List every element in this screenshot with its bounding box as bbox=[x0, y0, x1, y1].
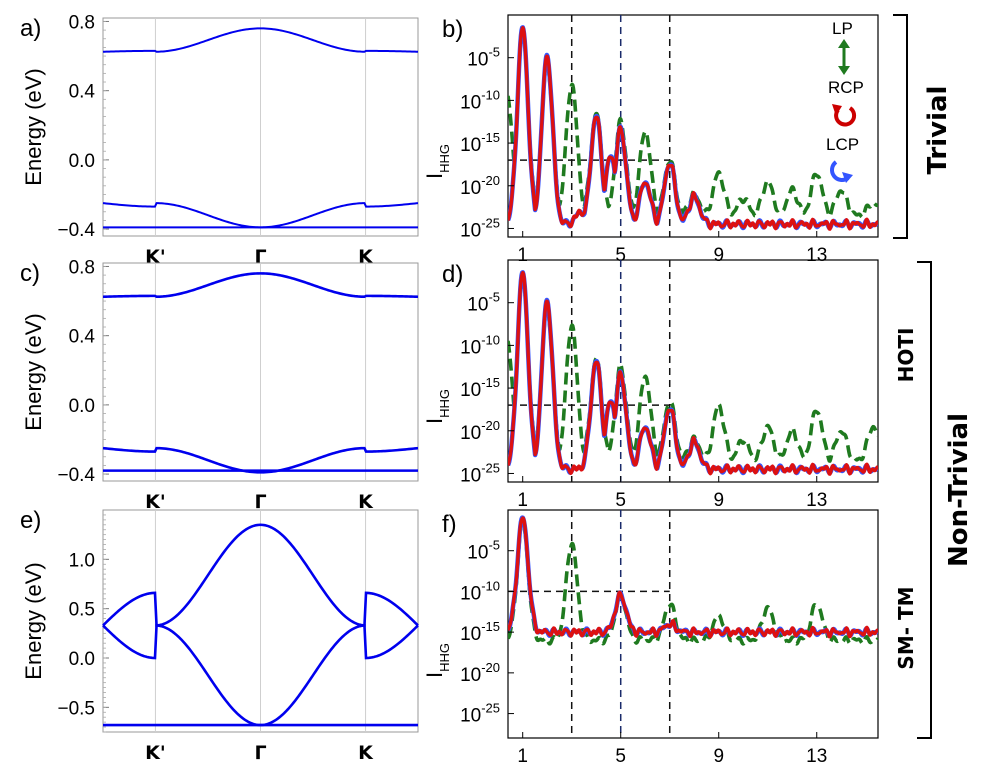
x-tick-label: 5 bbox=[615, 245, 626, 266]
band-panel-1: K' Γ K 0.8 0.4 0.0 −0.4 Energy (eV) c) bbox=[20, 257, 419, 513]
axes-frame bbox=[507, 14, 879, 238]
y-tick-label: 10-25 bbox=[460, 215, 500, 241]
hhg-panel-2: 1 5 9 13 10-5 10-10 10-15 10-20 10-25 IHHG f) bbox=[422, 509, 879, 767]
lp-series-line bbox=[508, 519, 878, 646]
y-tick-label: 0.8 bbox=[69, 257, 95, 278]
x-tick-label: 1 bbox=[517, 245, 528, 266]
x-tick-label: 13 bbox=[806, 490, 827, 511]
band-line-0 bbox=[102, 27, 419, 53]
y-tick-label: −0.4 bbox=[57, 220, 95, 241]
rcp-series-line bbox=[508, 271, 878, 476]
y-axis-label: IHHG bbox=[422, 643, 452, 678]
rcp-series-line bbox=[508, 26, 878, 231]
y-tick-label: 0.8 bbox=[69, 12, 95, 33]
panel-label: a) bbox=[20, 15, 41, 42]
side-labels: Trivial Non-Trivial HOTI SM- TM bbox=[893, 14, 974, 739]
y-axis-label: IHHG bbox=[422, 389, 452, 424]
kpoint-tick-label: Γ bbox=[254, 742, 266, 764]
x-tick-label: 1 bbox=[517, 746, 528, 767]
y-tick-label: −0.5 bbox=[57, 698, 95, 719]
trivial-label: Trivial bbox=[923, 86, 953, 175]
panel-label: e) bbox=[20, 507, 41, 534]
x-tick-label: 13 bbox=[806, 245, 827, 266]
hhg-panel-0: 1 5 9 13 10-5 10-10 10-15 10-20 10-25 IHHG b) bbox=[422, 14, 879, 266]
lcp-circle-arrow-icon bbox=[830, 160, 853, 183]
legend-rcp-label: RCP bbox=[828, 78, 864, 97]
hhg-panels: 1 5 9 13 10-5 10-10 10-15 10-20 10-25 IHHG b) 1 5 9 13… bbox=[422, 14, 879, 767]
x-tick-label: 5 bbox=[615, 746, 626, 767]
kpoint-tick-label: K bbox=[358, 491, 374, 513]
x-tick-label: 5 bbox=[615, 490, 626, 511]
rcp-circle-arrow-icon bbox=[832, 104, 857, 127]
axes-frame bbox=[507, 259, 879, 483]
y-tick-label: 0.5 bbox=[69, 600, 95, 621]
panel-label: d) bbox=[442, 261, 463, 288]
lp-series-line bbox=[508, 274, 878, 463]
y-tick-label: 0.4 bbox=[69, 327, 96, 348]
x-tick-label: 13 bbox=[806, 746, 827, 767]
band-panel-2: K' Γ K 1.0 0.5 0.0 −0.5 Energy (eV) e) bbox=[20, 507, 419, 764]
lp-arrow-icon bbox=[838, 39, 850, 75]
y-tick-label: 10-5 bbox=[467, 538, 500, 564]
panel-label: b) bbox=[442, 16, 463, 43]
y-axis-label: Energy (eV) bbox=[21, 313, 46, 430]
legend-lp-label: LP bbox=[832, 19, 853, 38]
plot-area bbox=[508, 260, 878, 482]
hoti-label: HOTI bbox=[894, 328, 918, 383]
y-tick-label: 0.0 bbox=[69, 396, 95, 417]
kpoint-tick-label: K' bbox=[145, 491, 166, 513]
panel-label: f) bbox=[442, 511, 457, 538]
band-line-0 bbox=[102, 272, 419, 299]
y-tick-label: 10-10 bbox=[460, 332, 500, 358]
x-tick-label: 9 bbox=[713, 245, 724, 266]
y-tick-label: 10-5 bbox=[467, 290, 500, 316]
nontrivial-bracket bbox=[917, 261, 932, 739]
axes-frame bbox=[507, 509, 879, 739]
kpoint-tick-label: Γ bbox=[254, 491, 266, 513]
y-axis-label: IHHG bbox=[422, 144, 452, 179]
band-panels: K' Γ K 0.8 0.4 0.0 −0.4 Energy (eV) a) K' Γ K 0.8 0.4… bbox=[20, 12, 419, 764]
hhg-panel-1: 1 5 9 13 10-5 10-10 10-15 10-20 10-25 IHHG d) bbox=[422, 259, 879, 511]
rcp-series-line bbox=[508, 516, 878, 639]
y-tick-label: 0.0 bbox=[69, 649, 95, 670]
band-line-0 bbox=[102, 523, 419, 627]
legend-lcp-label: LCP bbox=[826, 135, 859, 154]
plot-area bbox=[508, 510, 878, 738]
polarization-legend: LP RCP LCP bbox=[826, 19, 864, 183]
kpoint-tick-label: K bbox=[358, 246, 374, 268]
y-tick-label: 10-25 bbox=[460, 701, 500, 727]
y-tick-label: 0.4 bbox=[69, 82, 96, 103]
y-tick-label: 10-20 bbox=[460, 418, 500, 444]
y-tick-label: 10-20 bbox=[460, 660, 500, 686]
x-tick-label: 9 bbox=[713, 490, 724, 511]
smtm-label: SM- TM bbox=[894, 586, 918, 669]
y-axis-label: Energy (eV) bbox=[21, 562, 46, 679]
y-tick-label: 0.0 bbox=[69, 151, 95, 172]
kpoint-tick-label: K' bbox=[145, 742, 166, 764]
panel-label: c) bbox=[20, 260, 40, 287]
y-tick-label: 10-10 bbox=[460, 578, 500, 604]
y-tick-label: −0.4 bbox=[57, 465, 95, 486]
y-tick-label: 10-15 bbox=[460, 375, 500, 401]
y-tick-label: 10-20 bbox=[460, 173, 500, 199]
lp-series-line bbox=[508, 29, 878, 219]
nontrivial-label: Non-Trivial bbox=[944, 413, 974, 567]
y-tick-label: 10-5 bbox=[467, 45, 500, 71]
y-axis-label: Energy (eV) bbox=[21, 68, 46, 185]
y-tick-label: 10-15 bbox=[460, 619, 500, 645]
band-line-1 bbox=[102, 446, 419, 474]
y-tick-label: 10-25 bbox=[460, 460, 500, 486]
plot-area bbox=[508, 15, 878, 237]
x-tick-label: 1 bbox=[517, 490, 528, 511]
y-tick-label: 10-10 bbox=[460, 87, 500, 113]
y-tick-label: 10-15 bbox=[460, 130, 500, 156]
y-tick-label: 1.0 bbox=[69, 550, 95, 571]
x-tick-label: 9 bbox=[713, 746, 724, 767]
trivial-bracket bbox=[893, 14, 908, 239]
kpoint-tick-label: K bbox=[358, 742, 374, 764]
